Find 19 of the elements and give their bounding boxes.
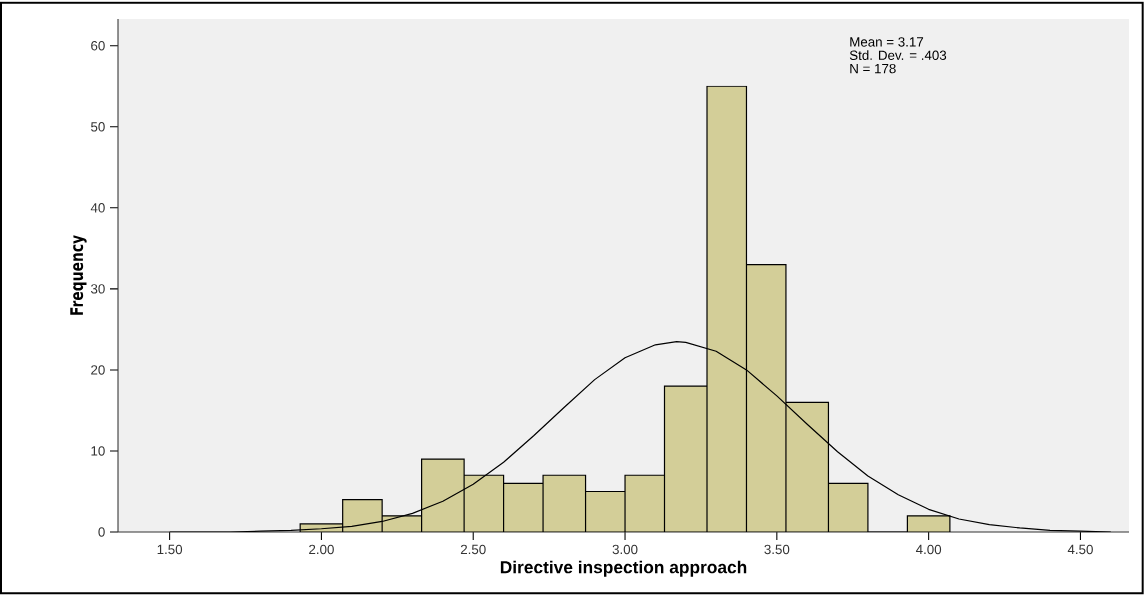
- y-tick-label: 50: [91, 122, 105, 132]
- y-tick-label: 20: [91, 365, 105, 375]
- y-tick-label: 30: [90, 284, 105, 294]
- x-tick-label: 3.00: [612, 544, 638, 555]
- x-tick-label: 1.50: [157, 544, 183, 555]
- y-tick-label: 60: [91, 41, 105, 51]
- x-tick-label: 3.50: [764, 544, 790, 555]
- x-axis-title: Directive inspection approach: [500, 560, 747, 577]
- y-tick-label: 10: [91, 446, 105, 456]
- x-tick-label: 2.50: [460, 544, 486, 555]
- annotation: Mean = 3.17: [850, 37, 924, 47]
- y-tick-label: 0: [98, 527, 105, 537]
- x-tick-label: 4.00: [915, 544, 942, 555]
- annotation: Std. Dev. = .403: [849, 50, 947, 60]
- x-tick-label: 2.00: [309, 544, 334, 555]
- y-tick-label: 40: [90, 203, 105, 213]
- x-tick-label: 4.50: [1067, 544, 1093, 555]
- y-axis-title: Frequency: [70, 235, 87, 315]
- annotation: N = 178: [850, 63, 896, 74]
